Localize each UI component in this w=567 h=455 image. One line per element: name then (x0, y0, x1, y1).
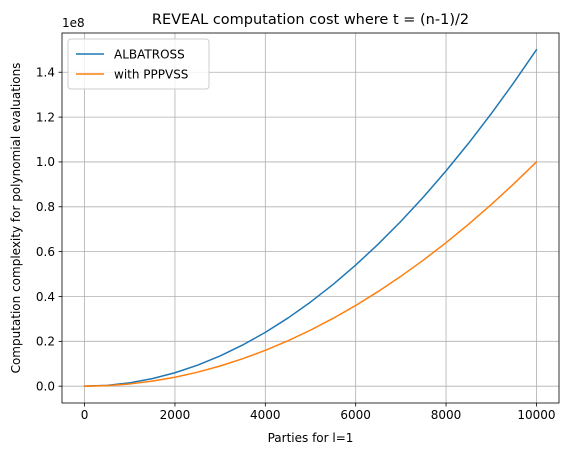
legend-label-0: ALBATROSS (114, 47, 185, 61)
x-tick-label: 2000 (160, 408, 191, 422)
x-tick-label: 8000 (431, 408, 462, 422)
chart-title: REVEAL computation cost where t = (n-1)/… (152, 12, 469, 28)
x-tick-label: 0 (81, 408, 89, 422)
y-tick-label: 0.0 (36, 379, 55, 393)
y-tick-label: 0.6 (36, 245, 55, 259)
y-tick-label: 1.2 (36, 110, 55, 124)
y-tick-label: 1.4 (36, 66, 55, 80)
y-axis-ticks: 0.0 0.2 0.4 0.6 0.8 1.0 1.2 1.4 (36, 66, 62, 393)
y-tick-label: 0.8 (36, 200, 55, 214)
y-axis-label: Computation complexity for polynomial ev… (9, 63, 23, 374)
grid (62, 33, 559, 403)
legend-box (67, 38, 210, 90)
legend-label-1: with PPPVSS (114, 67, 188, 81)
x-axis-ticks: 0 2000 4000 6000 8000 10000 (81, 403, 556, 422)
y-tick-label: 1.0 (36, 155, 55, 169)
series-line-0 (83, 48, 538, 387)
plot-frame (61, 32, 560, 404)
x-axis-label: Parties for l=1 (268, 431, 354, 445)
y-tick-label: 0.2 (36, 335, 55, 349)
x-tick-label: 4000 (250, 408, 281, 422)
legend: ALBATROSS with PPPVSS (67, 38, 210, 90)
series-lines (83, 48, 538, 387)
series-line-1 (83, 160, 538, 387)
x-tick-label: 6000 (340, 408, 371, 422)
y-tick-label: 0.4 (36, 290, 55, 304)
x-tick-label: 10000 (517, 408, 555, 422)
y-axis-offset-label: 1e8 (62, 16, 85, 30)
